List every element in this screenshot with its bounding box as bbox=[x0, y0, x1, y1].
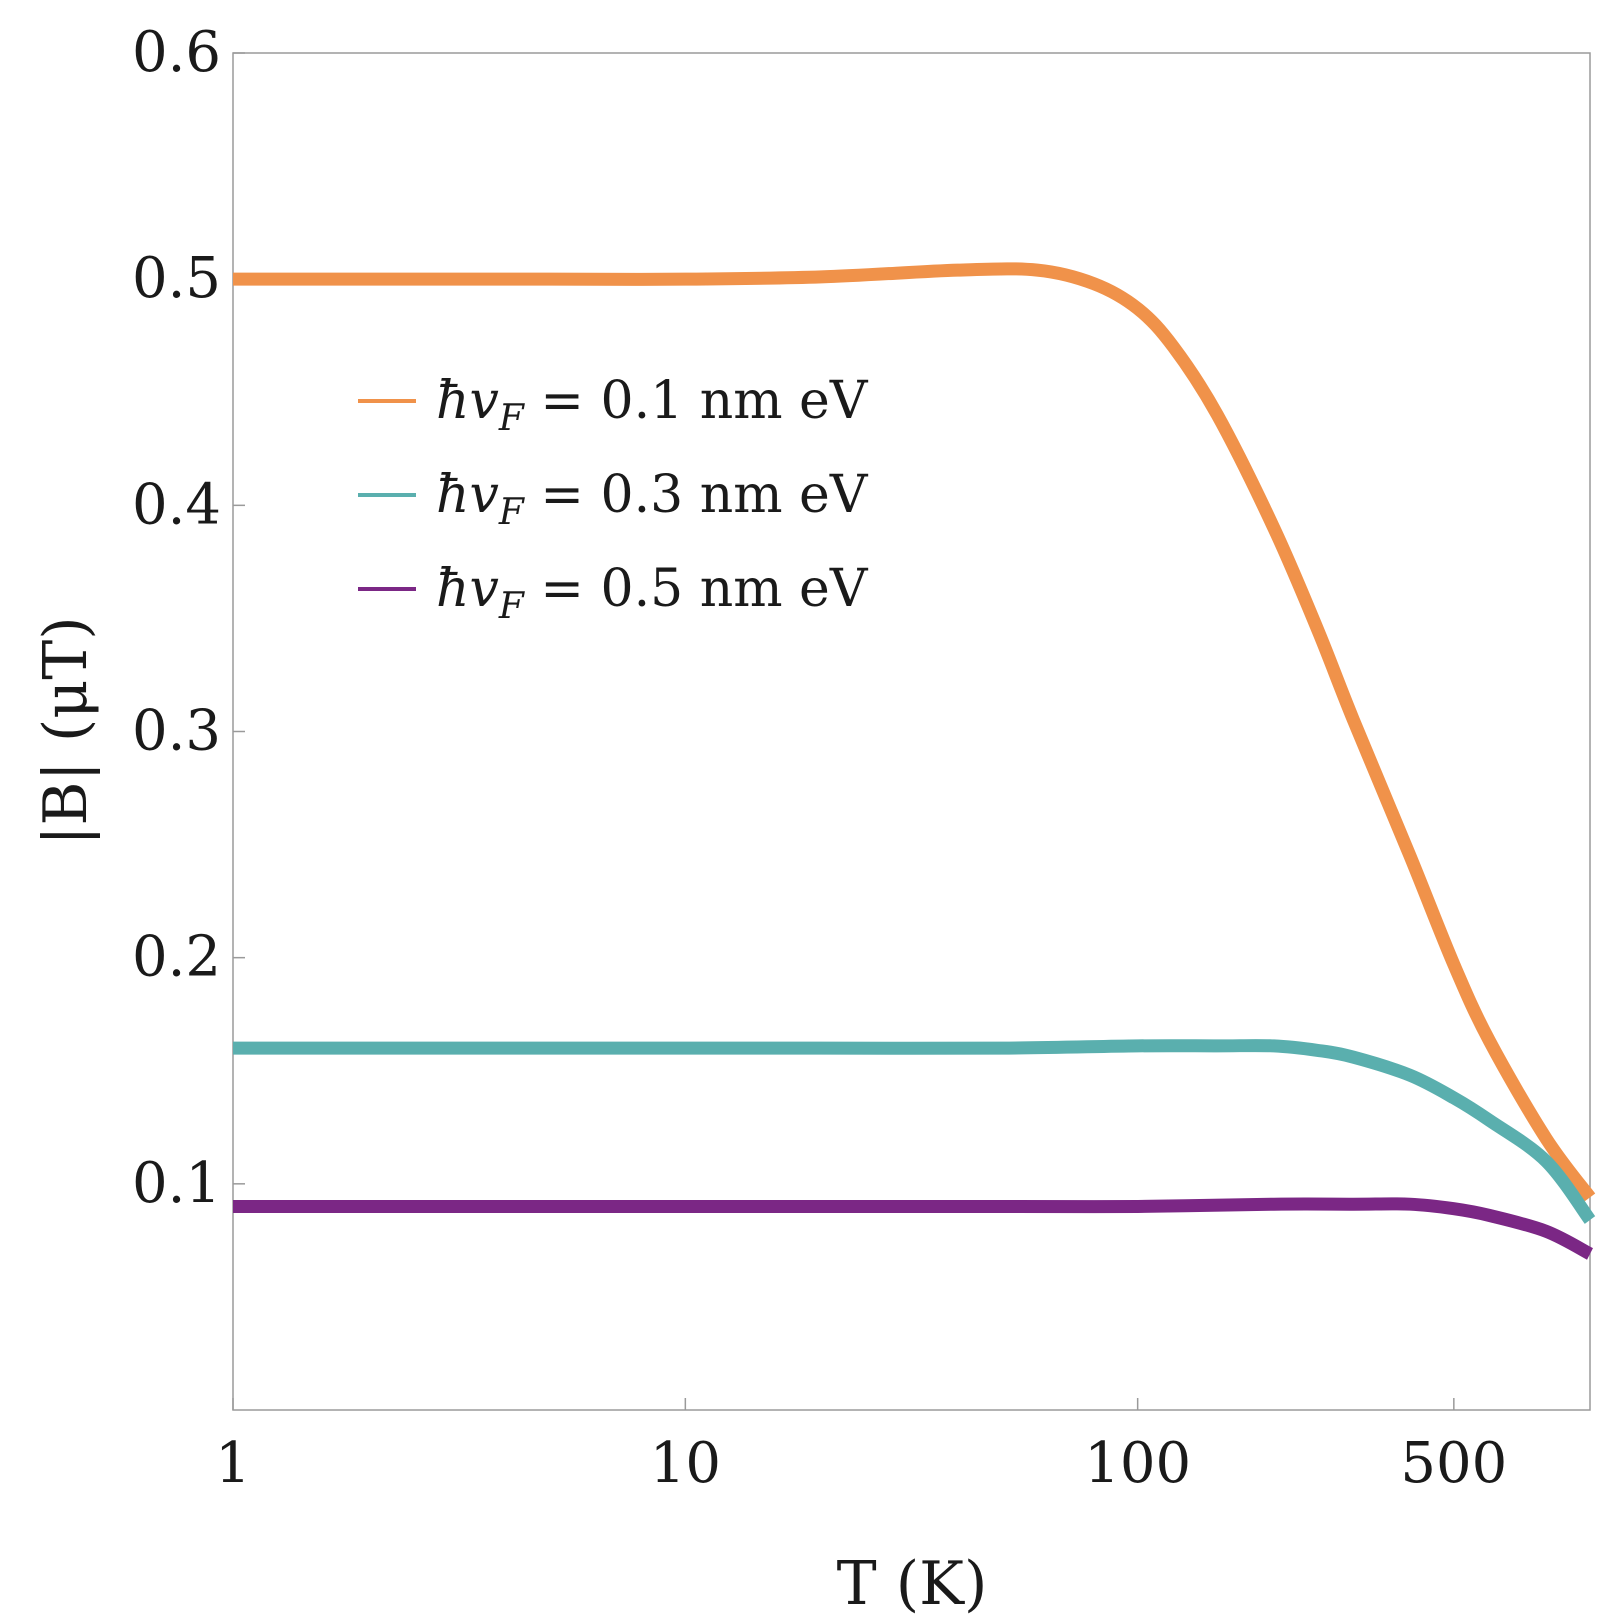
y-tick-label: 0.3 bbox=[132, 699, 221, 764]
series-line-1 bbox=[233, 262, 1596, 1202]
x-axis-ticks: 1 10 100 500 bbox=[215, 1398, 1507, 1496]
y-axis-title: |B| (μT) bbox=[31, 616, 101, 845]
x-tick-label: 10 bbox=[650, 1431, 721, 1496]
series-layer bbox=[232, 262, 1596, 1260]
legend-label-2: ħvF = 0.3 nm eV bbox=[436, 465, 869, 533]
series-line-3 bbox=[232, 1197, 1594, 1260]
legend-label-1: ħvF = 0.1 nm eV bbox=[436, 371, 869, 439]
x-tick-label: 100 bbox=[1084, 1431, 1191, 1496]
y-tick-label: 0.1 bbox=[132, 1151, 221, 1216]
series-line-2 bbox=[233, 1039, 1596, 1224]
y-tick-label: 0.5 bbox=[132, 246, 221, 311]
legend: ħvF = 0.1 nm eV ħvF = 0.3 nm eV ħvF = 0.5 … bbox=[358, 371, 869, 627]
x-tick-label: 500 bbox=[1400, 1431, 1507, 1496]
y-tick-label: 0.4 bbox=[132, 472, 221, 537]
legend-label-3: ħvF = 0.5 nm eV bbox=[436, 559, 869, 627]
x-tick-label: 1 bbox=[215, 1431, 251, 1496]
y-tick-label: 0.2 bbox=[132, 925, 221, 990]
x-axis-title: T (K) bbox=[837, 1549, 988, 1619]
y-tick-label: 0.6 bbox=[132, 20, 221, 85]
y-axis-ticks: 0.1 0.2 0.3 0.4 0.5 0.6 bbox=[132, 20, 245, 1216]
